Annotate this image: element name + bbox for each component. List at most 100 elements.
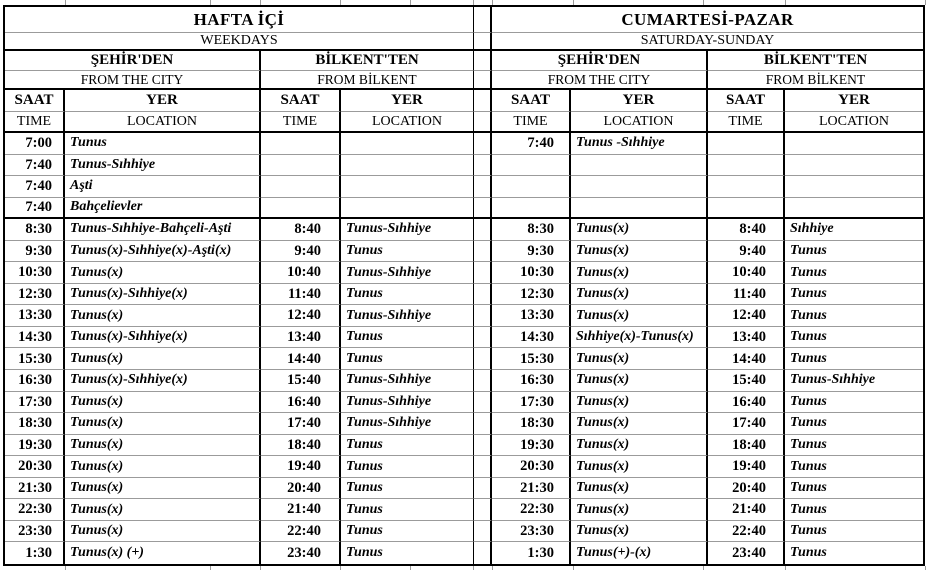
spacer-cell: [474, 477, 492, 500]
spacer-cell: [474, 391, 492, 414]
time-cell: 19:30: [5, 434, 65, 457]
location-cell: Tunus(x): [571, 434, 708, 457]
spacer-cell: [474, 370, 492, 392]
location-cell: Tunus: [785, 284, 923, 306]
location-cell: Tunus-Sıhhiye: [341, 305, 474, 327]
location-cell: Tunus-Sıhhiye: [341, 391, 474, 414]
gridline-stub-top: [210, 0, 211, 5]
time-cell: 17:30: [492, 391, 571, 414]
spacer-cell: [474, 542, 492, 564]
time-cell: 17:40: [708, 413, 785, 435]
location-cell: [785, 176, 923, 198]
location-cell: Tunus: [785, 478, 923, 500]
time-cell: 20:30: [492, 456, 571, 478]
gridline-stub-top: [340, 0, 341, 5]
location-cell: Bahçelievler: [65, 197, 261, 220]
location-cell: Tunus(x) (+): [65, 542, 261, 564]
time-cell: 14:40: [708, 348, 785, 371]
location-cell: Tunus(x): [65, 456, 261, 478]
time-cell: 22:30: [5, 499, 65, 521]
location-cell: Tunus(x)-Sıhhiye(x): [65, 370, 261, 392]
location-cell: Tunus(x): [571, 499, 708, 521]
location-cell: [571, 197, 708, 220]
spacer-cell: [474, 520, 492, 543]
weekday-from-bilkent-subtitle: FROM BİLKENT: [261, 71, 474, 90]
time-cell: 8:40: [708, 219, 785, 241]
time-cell: 22:30: [492, 499, 571, 521]
spacer-cell: [474, 413, 492, 435]
time-cell: 15:30: [492, 348, 571, 371]
time-cell: 13:30: [492, 305, 571, 327]
col-header-time: TIME: [261, 112, 341, 133]
location-cell: [785, 155, 923, 177]
time-cell: 15:40: [261, 370, 341, 392]
location-cell: Tunus(x): [65, 477, 261, 500]
gridline-stub-top: [492, 0, 493, 5]
time-cell: 1:30: [5, 542, 65, 564]
time-cell: 13:30: [5, 305, 65, 327]
time-cell: 16:40: [261, 391, 341, 414]
gridline-stub-bottom: [703, 566, 704, 570]
spacer-cell: [474, 283, 492, 306]
time-cell: 22:40: [261, 520, 341, 543]
time-cell: [261, 176, 341, 198]
time-cell: 12:30: [492, 283, 571, 306]
weekend-from-bilkent-subtitle: FROM BİLKENT: [708, 71, 923, 90]
time-cell: [261, 154, 341, 177]
time-cell: 7:00: [5, 133, 65, 155]
location-cell: Tunus(x): [571, 348, 708, 371]
location-cell: Tunus(x): [571, 520, 708, 543]
gridline-stub-top: [260, 0, 261, 5]
col-header-saat: SAAT: [261, 90, 341, 112]
location-cell: Tunus(x): [65, 520, 261, 543]
time-cell: 14:30: [5, 326, 65, 349]
location-cell: Tunus(x): [571, 240, 708, 263]
time-cell: 14:40: [261, 348, 341, 371]
spacer-cell: [474, 112, 492, 133]
spacer-cell: [474, 499, 492, 521]
gridline-stub-bottom: [340, 566, 341, 570]
location-cell: Tunus(x): [571, 219, 708, 241]
time-cell: 11:40: [708, 283, 785, 306]
time-cell: 20:40: [708, 477, 785, 500]
time-cell: 22:40: [708, 520, 785, 543]
location-cell: Tunus(x): [65, 391, 261, 414]
gridline-stub-top: [573, 0, 574, 5]
spacer-cell: [474, 154, 492, 177]
spacer-cell: [474, 434, 492, 457]
location-cell: [785, 198, 923, 220]
col-header-yer: YER: [65, 90, 261, 112]
col-header-location: LOCATION: [571, 112, 708, 133]
time-cell: 12:40: [708, 305, 785, 327]
time-cell: 10:30: [5, 262, 65, 284]
location-cell: Tunus: [785, 435, 923, 457]
weekday-from-bilkent-title: BİLKENT'TEN: [261, 51, 474, 71]
location-cell: Tunus -Sıhhiye: [571, 133, 708, 155]
location-cell: Tunus-Sıhhiye: [341, 413, 474, 435]
time-cell: 12:40: [261, 305, 341, 327]
spacer-cell: [474, 262, 492, 284]
time-cell: 18:30: [5, 413, 65, 435]
spacer-cell: [474, 176, 492, 198]
location-cell: Tunus(x)-Sıhhiye(x): [65, 283, 261, 306]
location-cell: Tunus: [341, 434, 474, 457]
spacer-cell: [474, 348, 492, 371]
time-cell: 19:40: [708, 456, 785, 478]
location-cell: Tunus(x): [571, 456, 708, 478]
location-cell: [341, 176, 474, 198]
time-cell: 18:40: [708, 434, 785, 457]
location-cell: Tunus: [785, 327, 923, 349]
location-cell: [341, 197, 474, 220]
col-header-saat: SAAT: [5, 90, 65, 112]
time-cell: 10:40: [261, 262, 341, 284]
time-cell: 9:30: [5, 240, 65, 263]
time-cell: 7:40: [5, 154, 65, 177]
time-cell: 20:40: [261, 477, 341, 500]
time-cell: 20:30: [5, 456, 65, 478]
time-cell: 8:30: [492, 219, 571, 241]
location-cell: Tunus(x): [571, 477, 708, 500]
spacer-cell: [474, 7, 492, 33]
col-header-yer: YER: [571, 90, 708, 112]
time-cell: [492, 176, 571, 198]
time-cell: 14:30: [492, 326, 571, 349]
